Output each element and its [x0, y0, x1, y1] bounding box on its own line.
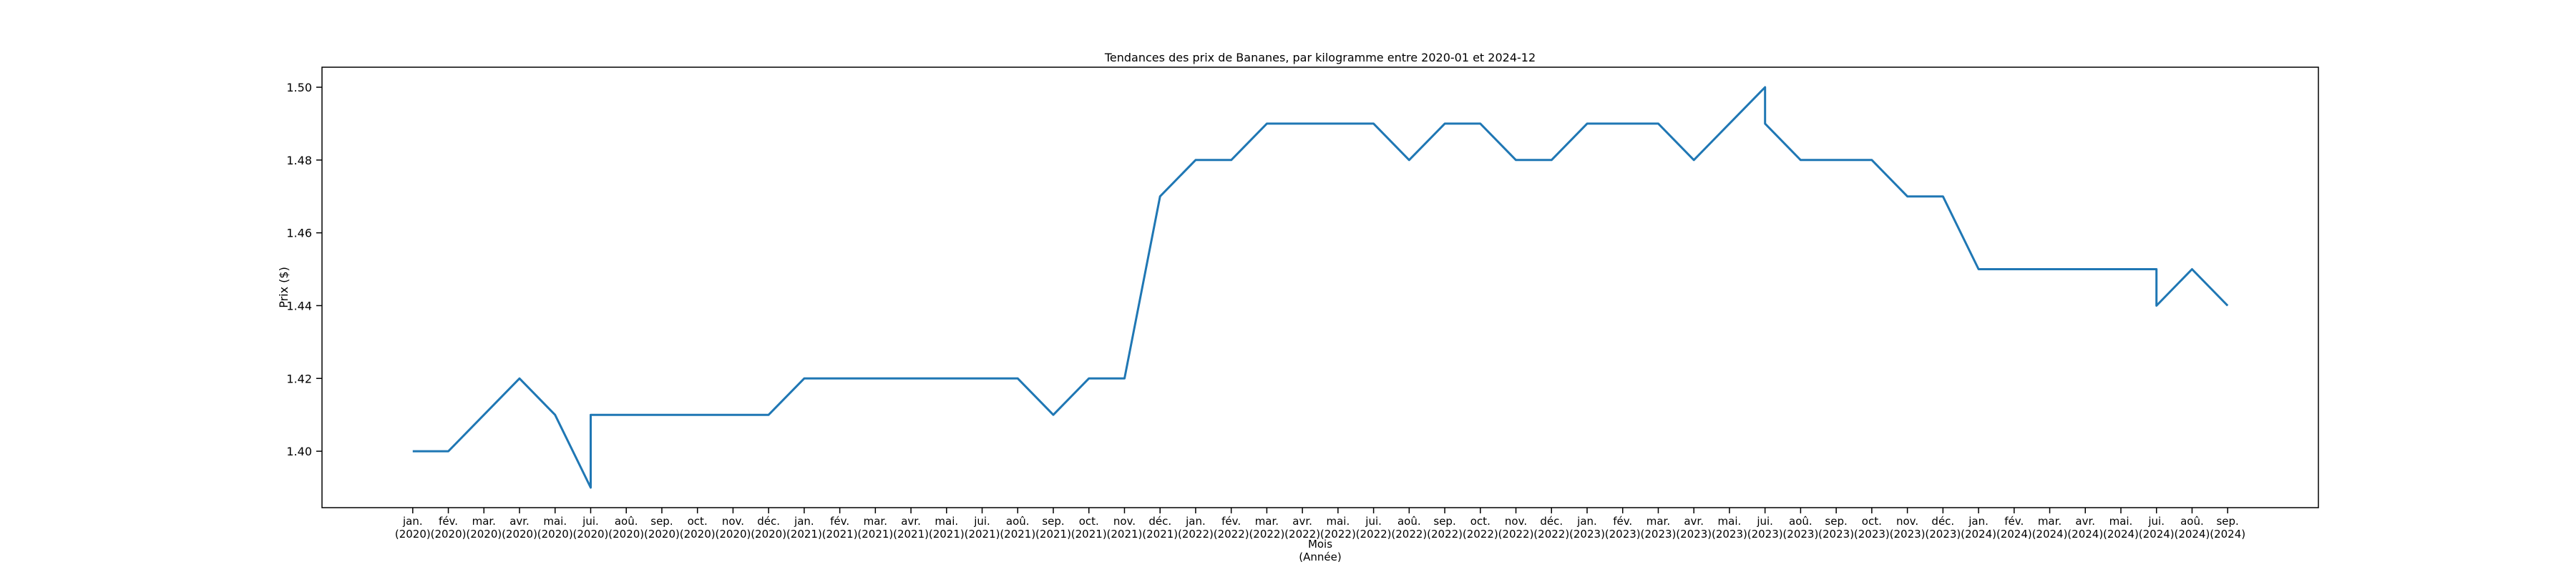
x-tick-label: mai. (2024): [2103, 515, 2139, 541]
x-tick-label: mai. (2022): [1319, 515, 1356, 541]
x-tick-label: jan. (2022): [1177, 515, 1214, 541]
x-tick-label: avr. (2022): [1284, 515, 1321, 541]
y-tick-label: 1.42: [286, 372, 312, 385]
x-tick-label: mar. (2023): [1640, 515, 1677, 541]
x-tick-label: mar. (2020): [466, 515, 502, 541]
x-tick-label: sep. (2024): [2210, 515, 2246, 541]
line: [412, 86, 2229, 489]
x-tick-label: jui. (2022): [1355, 515, 1392, 541]
y-tick-label: 1.44: [286, 299, 312, 312]
x-tick-label: déc. (2021): [1142, 515, 1179, 541]
x-tick-label: jui. (2024): [2138, 515, 2175, 541]
x-tick-label: mai. (2023): [1711, 515, 1747, 541]
x-tick-label: nov. (2020): [715, 515, 751, 541]
x-tick-label: aoû. (2021): [1000, 515, 1036, 541]
x-tick-label: aoû. (2024): [2174, 515, 2210, 541]
x-tick-label: mai. (2020): [537, 515, 573, 541]
x-tick-label: fév. (2023): [1604, 515, 1641, 541]
x-tick-label: jan. (2024): [1961, 515, 1996, 541]
x-tick-label: oct. (2023): [1853, 515, 1890, 541]
x-tick-label: nov. (2023): [1889, 515, 1926, 541]
chart-title: Tendances des prix de Bananes, par kilog…: [1104, 51, 1536, 64]
x-tick-label: sep. (2021): [1035, 515, 1071, 541]
x-tick-label: nov. (2021): [1106, 515, 1143, 541]
x-tick-label: oct. (2021): [1070, 515, 1107, 541]
x-tick-label: mar. (2022): [1249, 515, 1285, 541]
x-tick-label: jui. (2021): [964, 515, 1000, 541]
x-tick-label: mar. (2021): [857, 515, 894, 541]
x-tick-label: jan. (2023): [1569, 515, 1605, 541]
x-tick-label: oct. (2020): [679, 515, 716, 541]
x-tick-label: aoû. (2023): [1782, 515, 1819, 541]
x-tick-label: jan. (2020): [394, 515, 431, 541]
x-tick-label: aoû. (2020): [608, 515, 645, 541]
x-tick-label: avr. (2024): [2067, 515, 2104, 541]
x-tick-label: avr. (2020): [502, 515, 537, 541]
x-tick-label: avr. (2023): [1676, 515, 1712, 541]
x-tick-label: déc. (2022): [1533, 515, 1570, 541]
x-tick-label: mar. (2024): [2031, 515, 2068, 541]
x-tick-label: oct. (2022): [1462, 515, 1498, 541]
x-tick-label: avr. (2021): [893, 515, 930, 541]
y-axis-label: Prix ($): [277, 267, 291, 308]
x-tick-label: aoû. (2022): [1391, 515, 1428, 541]
plot-area: [321, 66, 2319, 508]
x-tick-label: fév. (2021): [821, 515, 858, 541]
y-tick-label: 1.40: [286, 445, 312, 458]
x-tick-label: sep. (2023): [1818, 515, 1855, 541]
x-tick-label: déc. (2020): [751, 515, 787, 541]
x-tick-label: nov. (2022): [1498, 515, 1534, 541]
y-tick-label: 1.46: [286, 227, 312, 240]
y-tick-label: 1.48: [286, 154, 312, 167]
x-tick-label: fév. (2020): [430, 515, 467, 541]
x-tick-label: jan. (2021): [786, 515, 822, 541]
x-tick-label: sep. (2022): [1427, 515, 1463, 541]
x-tick-label: fév. (2024): [1996, 515, 2032, 541]
x-tick-label: fév. (2022): [1213, 515, 1249, 541]
x-tick-label: sep. (2020): [643, 515, 680, 541]
x-tick-label: jui. (2023): [1747, 515, 1783, 541]
y-tick-label: 1.50: [286, 81, 312, 94]
x-tick-label: jui. (2020): [572, 515, 609, 541]
x-tick-label: déc. (2023): [1925, 515, 1961, 541]
x-tick-label: mai. (2021): [928, 515, 965, 541]
x-axis-label: Mois (Année): [1299, 538, 1342, 563]
